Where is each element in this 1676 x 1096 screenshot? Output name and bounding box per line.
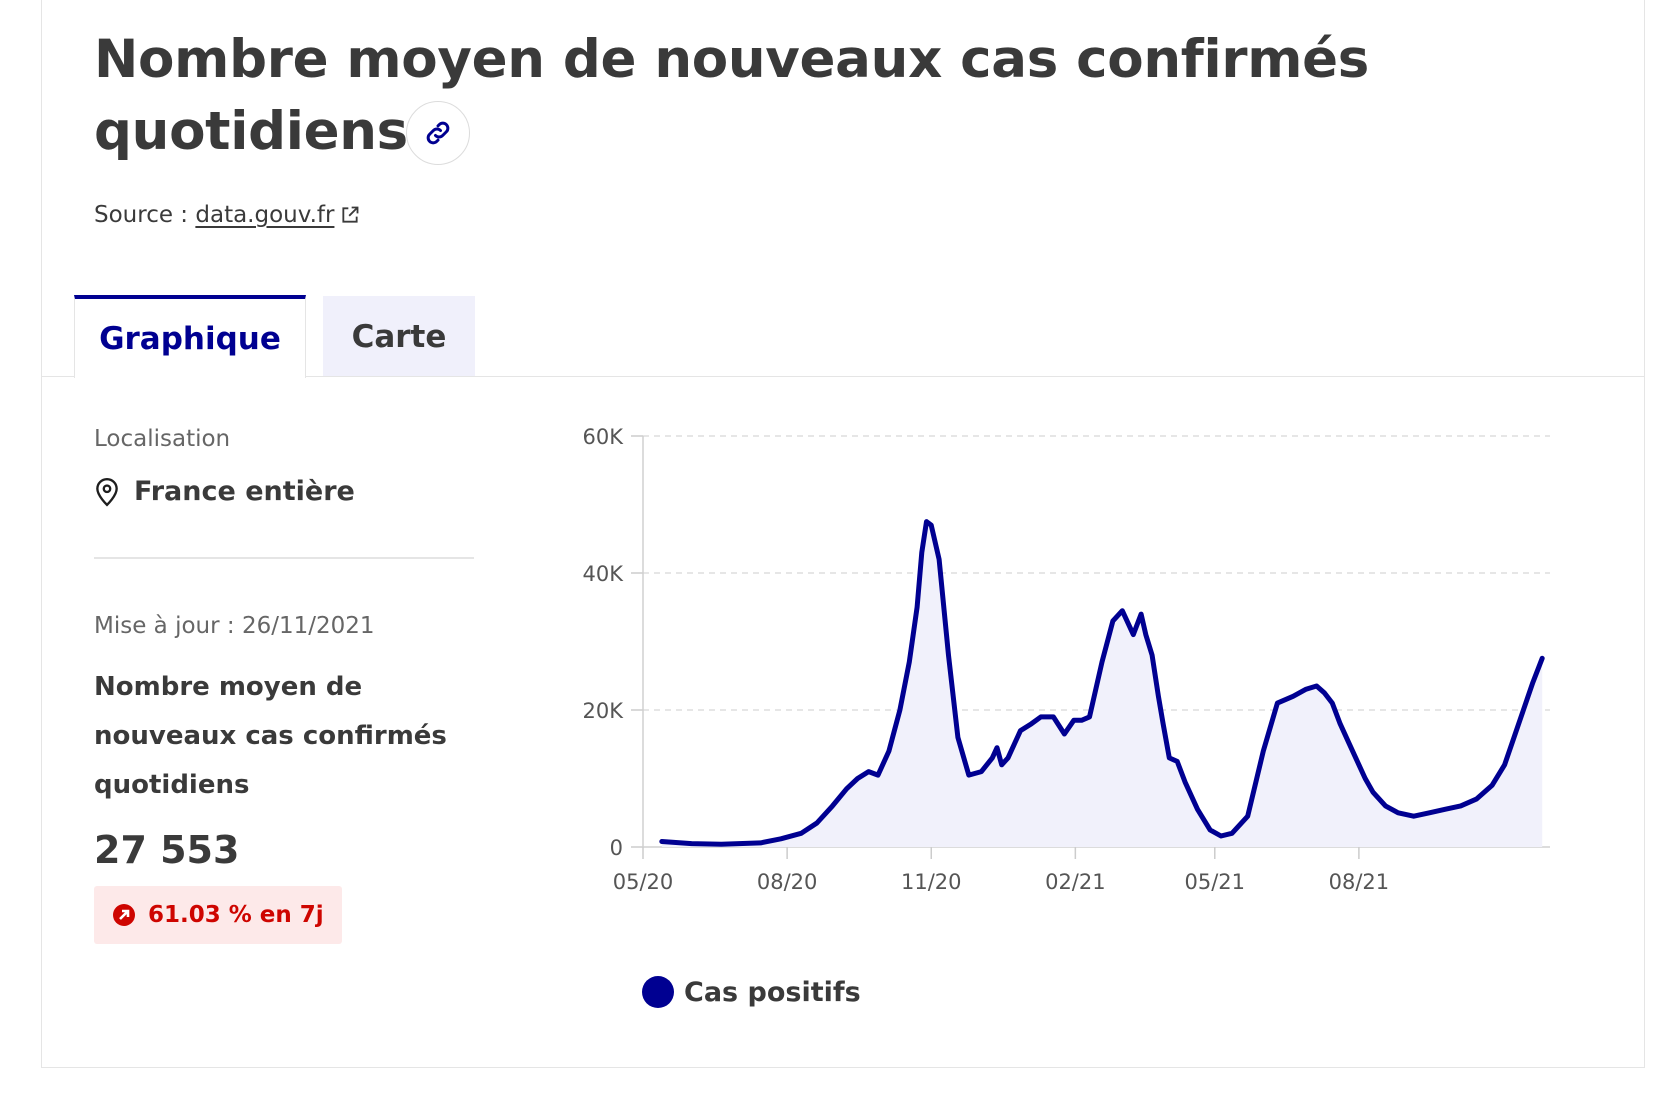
- updated-date: Mise à jour : 26/11/2021: [94, 613, 375, 639]
- tab-divider: [42, 376, 1644, 377]
- side-panel: Localisation France entière Mise à jour …: [94, 426, 474, 944]
- legend-marker: [642, 976, 674, 1008]
- chart-svg: 0 20K 40K 60K 05/20 08/20 11/20 02/21 05/21 08/21: [583, 425, 1550, 894]
- copy-link-button[interactable]: [406, 101, 470, 165]
- x-tick-label: 02/21: [1045, 870, 1106, 894]
- y-tick-label: 20K: [583, 699, 625, 723]
- location-value: France entière: [94, 476, 474, 507]
- x-tick-label: 05/20: [613, 870, 674, 894]
- page-title: Nombre moyen de nouveaux cas confirmés q…: [94, 29, 1370, 162]
- kpi-change-badge: 61.03 % en 7j: [94, 886, 342, 944]
- x-tick-label: 08/20: [757, 870, 818, 894]
- map-pin-icon: [96, 477, 118, 506]
- source-line: Source : data.gouv.fr: [94, 202, 360, 228]
- chart: 0 20K 40K 60K 05/20 08/20 11/20 02/21 05/21 08/21: [540, 415, 1580, 1025]
- series-line: [659, 519, 1545, 847]
- tab-graphique[interactable]: Graphique: [74, 295, 306, 378]
- source-label: Source :: [94, 202, 196, 228]
- legend-label: Cas positifs: [684, 976, 861, 1008]
- location-label: Localisation: [94, 426, 231, 452]
- indicator-card: Nombre moyen de nouveaux cas confirmés q…: [41, 0, 1645, 1068]
- chart-legend: Cas positifs: [642, 976, 861, 1008]
- kpi-title: Nombre moyen de nouveaux cas confirmés q…: [94, 672, 447, 800]
- x-tick-label: 05/21: [1185, 870, 1246, 894]
- y-tick-label: 0: [610, 836, 623, 860]
- y-tick-label: 40K: [583, 562, 625, 586]
- source-link[interactable]: data.gouv.fr: [195, 202, 360, 228]
- series-area: [661, 521, 1543, 847]
- side-divider: [94, 557, 474, 559]
- link-icon: [426, 121, 450, 145]
- tab-carte[interactable]: Carte: [323, 296, 475, 377]
- x-tick-label: 08/21: [1329, 870, 1390, 894]
- kpi-value: 27 553: [94, 828, 240, 872]
- external-link-icon: [342, 206, 359, 223]
- y-tick-label: 60K: [583, 425, 625, 449]
- arrow-up-right-icon: [113, 904, 135, 926]
- x-tick-label: 11/20: [901, 870, 962, 894]
